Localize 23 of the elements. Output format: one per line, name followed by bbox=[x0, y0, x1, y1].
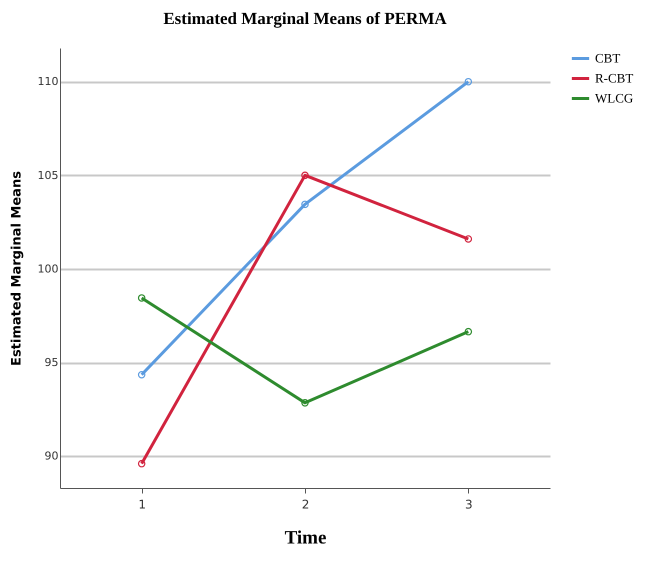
y-tick-label: 105 bbox=[38, 168, 58, 182]
point bbox=[301, 200, 309, 208]
x-tick-label: 1 bbox=[138, 498, 146, 512]
point bbox=[301, 172, 309, 180]
point bbox=[138, 294, 146, 302]
x-tick-label: 2 bbox=[302, 498, 310, 512]
chart-title: Estimated Marginal Means of PERMA bbox=[163, 9, 448, 28]
y-tick-label: 110 bbox=[38, 75, 58, 88]
point bbox=[138, 370, 146, 378]
x-tick-label: 3 bbox=[465, 498, 473, 512]
point bbox=[464, 78, 472, 86]
legend-label: WLCG bbox=[595, 90, 634, 106]
point bbox=[138, 460, 146, 468]
x-axis-title: Time bbox=[284, 528, 326, 548]
y-tick-label: 95 bbox=[44, 356, 58, 370]
legend-label: CBT bbox=[595, 50, 620, 66]
legend-label: R-CBT bbox=[595, 70, 634, 86]
y-tick-label: 90 bbox=[44, 450, 58, 463]
point bbox=[301, 399, 309, 407]
point bbox=[464, 235, 472, 243]
y-axis-title: Estimated Marginal Means bbox=[10, 170, 25, 366]
y-tick-label: 100 bbox=[38, 262, 58, 276]
point bbox=[464, 328, 472, 336]
